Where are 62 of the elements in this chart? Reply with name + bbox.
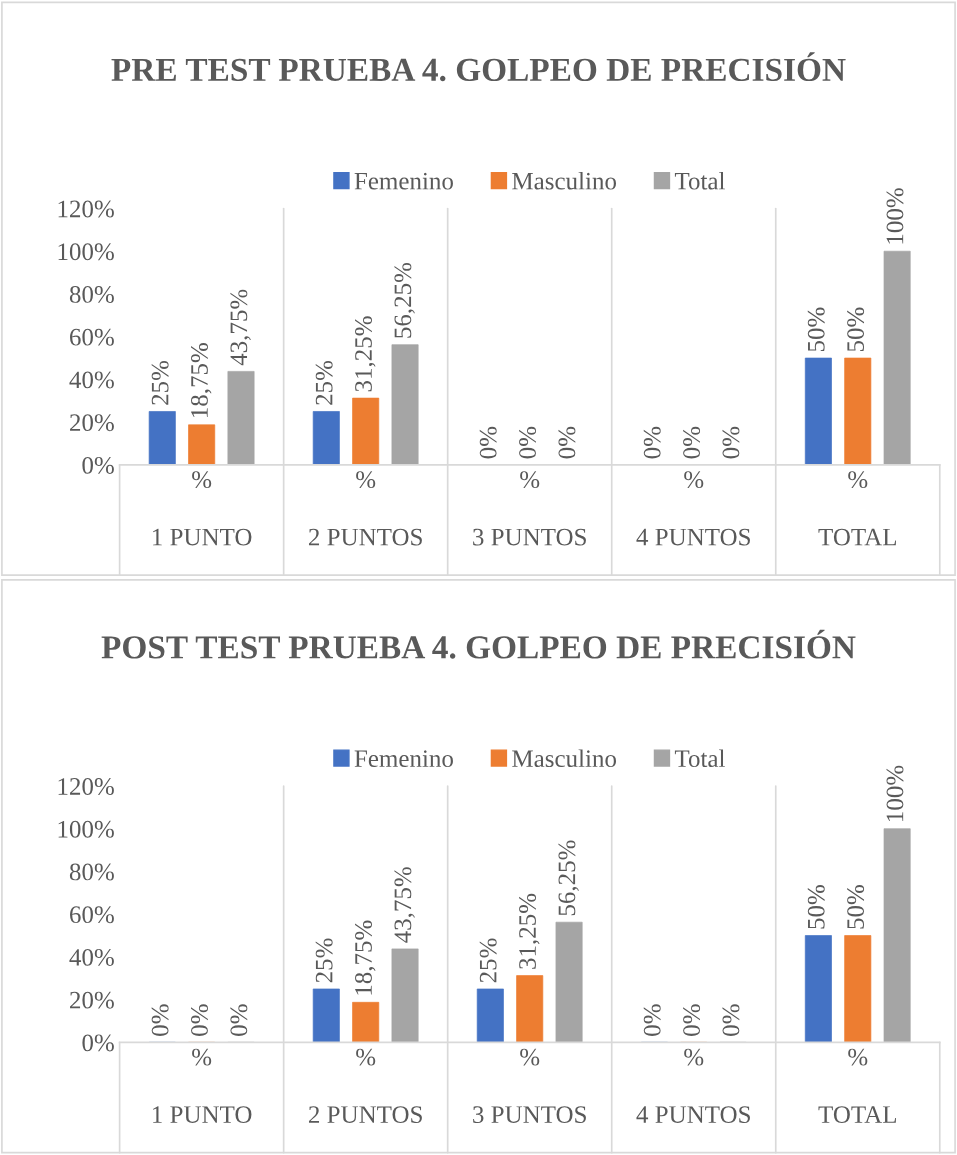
data-label: 56,25%: [558, 840, 579, 916]
y-tick-label: 100%: [58, 820, 114, 838]
data-label: 50%: [807, 885, 825, 929]
data-label: 25%: [315, 938, 333, 983]
data-label: 25%: [479, 938, 497, 983]
category-label: % 2 PUNTOS: [308, 471, 422, 546]
legend-label: Total: [674, 172, 725, 190]
data-label: 25%: [151, 360, 169, 405]
data-label: 50%: [807, 307, 825, 352]
category-label: % 3 PUNTOS: [473, 1048, 586, 1124]
category-label: % TOTAL: [818, 471, 896, 546]
data-label: 43,75%: [394, 867, 415, 943]
y-tick-label: 60%: [70, 328, 114, 346]
category-label: % 3 PUNTOS: [473, 471, 586, 546]
data-label: 100%: [886, 765, 904, 821]
y-tick-label: 100%: [58, 243, 114, 261]
data-label: 31,25%: [519, 893, 540, 969]
chart-title: POST TEST PRUEBA 4. GOLPEO DE PRECISIÓN: [101, 629, 856, 659]
y-tick-label: 20%: [70, 991, 114, 1009]
data-label: 0%: [151, 1004, 169, 1036]
data-label: 0%: [722, 1004, 740, 1036]
data-label: 0%: [722, 426, 740, 459]
category-label: % 1 PUNTO: [153, 471, 252, 546]
legend-label: Total: [674, 749, 725, 768]
y-tick-label: 0%: [82, 1034, 114, 1052]
data-label: 0%: [519, 426, 537, 459]
data-label: 31,25%: [355, 316, 376, 392]
y-tick-label: 40%: [69, 371, 114, 389]
data-label: 25%: [315, 360, 333, 405]
data-label: 0%: [683, 1004, 701, 1036]
category-label: % TOTAL: [818, 1048, 896, 1124]
data-label: 0%: [683, 426, 701, 459]
data-label: 0%: [558, 426, 576, 459]
data-label: 50%: [847, 885, 865, 929]
category-label: % 4 PUNTOS: [636, 1048, 750, 1124]
y-tick-label: 80%: [69, 286, 114, 303]
category-label: % 1 PUNTO: [153, 1048, 252, 1124]
data-label: 0%: [643, 1004, 661, 1036]
category-label: % 2 PUNTOS: [308, 1048, 422, 1124]
data-label: 0%: [191, 1004, 208, 1036]
data-label: 56,25%: [394, 262, 415, 338]
y-tick-label: 0%: [82, 456, 114, 474]
chart-title: PRE TEST PRUEBA 4. GOLPEO DE PRECISIÓN: [111, 52, 846, 82]
legend-label: Femenino: [354, 750, 453, 768]
data-label: 18,75%: [355, 920, 376, 995]
data-label: 18,75%: [191, 343, 212, 418]
data-label: 43,75%: [230, 289, 251, 366]
data-label: 100%: [886, 188, 904, 244]
y-tick-label: 80%: [69, 863, 114, 881]
y-tick-label: 60%: [70, 906, 114, 924]
legend-label: Femenino: [354, 172, 453, 190]
legend-label: Masculino: [512, 749, 617, 768]
y-tick-label: 40%: [69, 948, 114, 966]
y-tick-label: 120%: [58, 200, 114, 218]
data-label: 50%: [847, 307, 865, 352]
category-label: % 4 PUNTOS: [636, 471, 750, 546]
data-label: 0%: [643, 426, 661, 459]
legend-label: Masculino: [512, 172, 617, 190]
data-label: 0%: [230, 1004, 248, 1036]
data-label: 0%: [479, 426, 497, 459]
y-tick-label: 20%: [70, 414, 114, 432]
y-tick-label: 120%: [58, 778, 114, 795]
